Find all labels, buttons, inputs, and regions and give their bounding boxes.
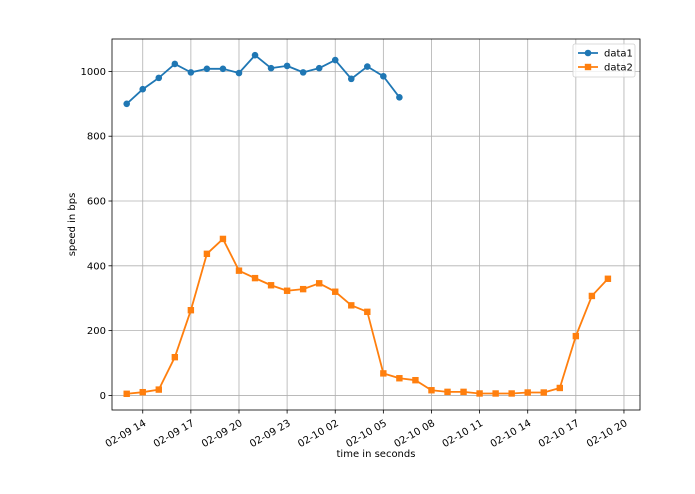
data-point	[412, 376, 419, 384]
data-point	[331, 56, 339, 64]
data-point	[460, 388, 467, 396]
data-point	[219, 65, 227, 73]
data-point	[540, 389, 547, 396]
data-point	[123, 390, 130, 397]
data-point	[396, 94, 403, 101]
data-point	[235, 69, 243, 77]
data-point	[508, 390, 515, 397]
data-point	[444, 388, 451, 396]
data-point	[315, 64, 323, 72]
legend-marker	[584, 49, 592, 57]
data-point	[364, 308, 371, 316]
data-point	[428, 387, 435, 394]
data-point	[139, 388, 146, 396]
data-point	[187, 69, 195, 76]
data-point	[380, 370, 387, 377]
y-tick-label: 400	[87, 261, 106, 272]
legend: data1 data2	[572, 43, 636, 78]
data-point	[299, 285, 307, 293]
data-point	[347, 75, 355, 83]
data-point	[123, 100, 131, 108]
data-point	[203, 65, 211, 73]
data-point	[604, 275, 612, 282]
data-point	[299, 69, 307, 76]
data-point	[524, 389, 531, 396]
data-point	[251, 274, 259, 282]
data-point	[380, 72, 387, 80]
series-line-data1	[126, 54, 401, 105]
data-point	[348, 302, 355, 309]
series-layer	[123, 51, 612, 397]
data-point	[187, 307, 195, 314]
series-data2	[123, 235, 612, 397]
data-point	[396, 375, 403, 382]
y-tick-label: 800	[87, 132, 106, 143]
y-axis-label: speed in bps	[67, 193, 78, 257]
data-point	[171, 353, 179, 361]
legend-item-data1: data1	[578, 49, 633, 60]
data-point	[364, 63, 371, 70]
grid	[112, 39, 640, 410]
data-point	[267, 64, 275, 72]
data-point	[171, 60, 179, 68]
series-data1	[123, 51, 403, 108]
legend-item-data2: data2	[578, 63, 633, 74]
data-point	[219, 235, 227, 243]
y-tick-label: 0	[100, 391, 106, 402]
data-point	[332, 288, 339, 295]
data-point	[203, 250, 211, 258]
data-point	[235, 267, 243, 274]
data-point	[492, 390, 499, 397]
data-point	[588, 292, 596, 300]
legend-label: data2	[604, 63, 633, 74]
data-point	[476, 390, 483, 397]
legend-label: data1	[604, 49, 633, 60]
data-point	[572, 332, 580, 340]
plot-frame	[111, 38, 641, 411]
data-point	[155, 74, 163, 82]
data-point	[315, 280, 323, 287]
x-axis-label: time in seconds	[337, 449, 416, 460]
data-point	[155, 386, 162, 393]
data-point	[283, 62, 291, 70]
data-point	[283, 287, 291, 294]
y-tick-label: 1000	[81, 67, 106, 78]
data-point	[251, 51, 259, 59]
y-tick-label: 200	[87, 326, 106, 337]
data-point	[556, 384, 563, 392]
data-point	[267, 282, 275, 289]
data-point	[139, 85, 147, 93]
legend-marker	[584, 63, 592, 71]
y-tick-label: 600	[87, 197, 106, 208]
